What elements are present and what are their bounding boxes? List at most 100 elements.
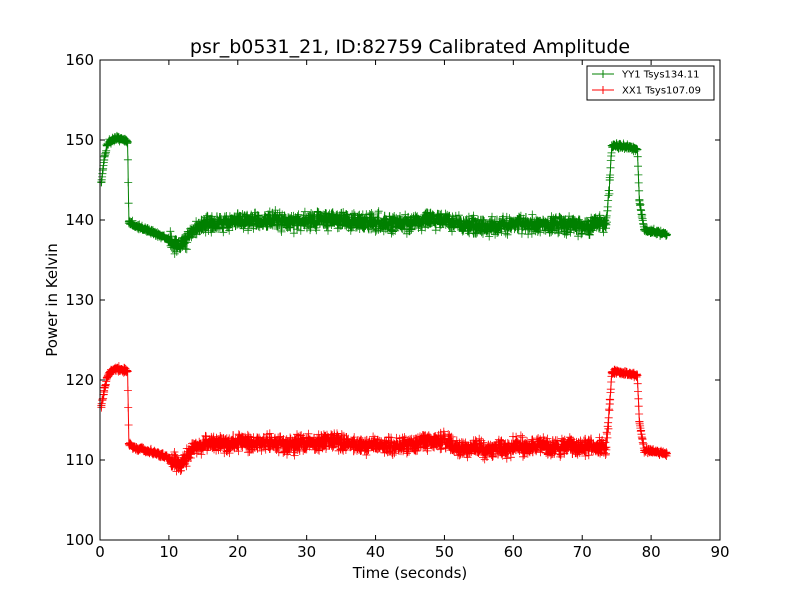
data-point [124,217,133,226]
y-tick-label: 160 [65,51,94,69]
data-point [123,367,132,376]
data-point [635,417,644,426]
data-point [316,214,325,223]
data-point [164,236,173,244]
data-point [495,221,504,230]
data-point [151,228,160,237]
data-point [626,370,635,379]
data-point [454,443,463,452]
data-point [564,220,573,229]
data-point [468,444,476,453]
data-point [640,225,649,234]
series-yy1 [97,131,671,258]
data-point [440,436,449,444]
data-point [536,441,545,450]
data-point [199,220,208,229]
x-tick-label: 20 [228,543,247,561]
data-point [612,141,621,150]
data-point [654,228,662,236]
data-point [171,241,180,250]
data-point [275,439,284,448]
data-point [640,446,649,455]
data-point [550,220,559,229]
data-point [158,451,166,460]
legend-marker-xx1 [599,86,607,94]
data-point [137,444,146,453]
data-point [220,217,228,226]
data-point [612,368,621,376]
legend-label-xx1: XX1 Tsys107.09 [622,86,701,97]
data-point [399,441,408,450]
data-point [97,401,106,410]
data-point [302,440,311,448]
data-point [330,437,339,446]
data-point [151,448,160,457]
data-point [468,221,476,230]
data-point [178,459,187,468]
data-point [316,436,325,445]
data-point [158,232,166,240]
data-point [261,216,270,225]
data-point [192,444,201,452]
data-point [371,440,380,449]
data-point [116,365,125,374]
data-point [97,178,106,187]
y-axis-label: Power in Kelvin [43,243,61,357]
y-tick-label: 100 [65,531,94,549]
data-point [100,156,109,164]
data-point [523,442,532,451]
data-point [481,445,490,454]
data-point [412,217,421,226]
x-tick-label: 60 [504,543,523,561]
data-point [116,135,125,144]
data-point [564,442,573,451]
y-tick-label: 110 [65,451,94,469]
data-point [426,436,435,445]
data-point [426,216,435,224]
data-point [182,236,191,244]
data-point [120,136,129,144]
data-point [619,368,628,377]
data-point [164,454,173,463]
legend-box [586,65,715,101]
data-point [647,227,656,236]
data-point [605,176,614,184]
x-tick-label: 0 [95,543,105,561]
y-tick-label: 120 [65,371,94,389]
data-point [182,454,191,463]
data-point [357,440,366,449]
legend-label-yy1: YY1 Tsys134.11 [621,70,700,81]
data-point [662,449,671,458]
data-point [113,364,122,373]
data-point [523,220,532,228]
data-point [654,448,662,456]
data-point [592,220,600,228]
legend: YY1 Tsys134.11 XX1 Tsys107.09 [586,65,715,101]
data-point [175,242,184,251]
data-point [481,222,490,231]
series-xx1 [97,362,671,476]
data-point [233,216,242,225]
data-point [412,439,421,448]
data-point [592,441,600,450]
data-point [440,215,449,224]
data-point [185,229,194,238]
data-point [633,145,642,154]
data-point [509,220,518,229]
data-point [330,215,339,224]
x-tick-label: 50 [435,543,454,561]
data-point [123,137,132,146]
data-point [168,240,177,248]
data-point [247,440,256,448]
data-point [633,371,642,380]
data-point [399,219,408,228]
data-point [371,218,380,227]
data-point [206,219,215,228]
x-axis: 0 10 20 30 40 50 60 70 80 90 [95,60,730,561]
data-point [130,221,139,230]
data-point [144,447,153,456]
data-point [344,440,352,448]
plot-area [97,131,671,476]
data-point [536,220,545,228]
